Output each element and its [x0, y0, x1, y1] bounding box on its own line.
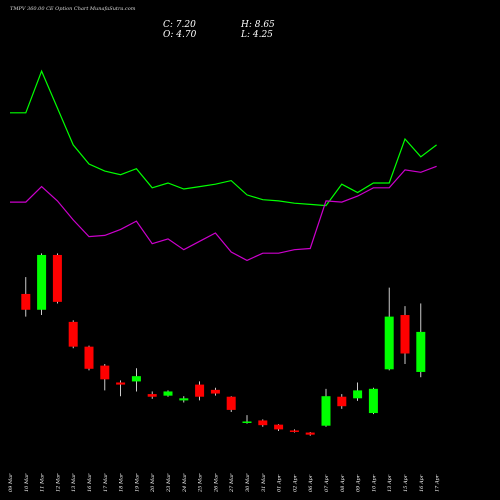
candle	[147, 391, 157, 399]
candle-body-up	[321, 396, 331, 426]
indicator-lines	[10, 69, 437, 262]
x-tick-label: 26 Mar	[213, 473, 219, 493]
candle	[368, 387, 378, 415]
x-tick-label: 11 Mar	[40, 473, 46, 492]
x-tick-label: 19 Mar	[134, 473, 140, 492]
candle	[384, 287, 394, 371]
x-tick-label: 01 Apr	[277, 474, 283, 492]
candle	[226, 396, 236, 413]
candle-body-up	[353, 390, 363, 399]
x-axis-ticks: 09 Mar 10 Mar 11 Mar 12 Mar 13 Mar 16 Mar 17 M…	[8, 473, 441, 493]
candle-body-down	[100, 365, 110, 380]
x-tick-label: 08 Apr	[340, 474, 346, 492]
candle-body-up	[37, 254, 47, 310]
candle	[131, 368, 141, 392]
candle	[242, 415, 252, 424]
candle-body-up	[131, 376, 141, 382]
chart-title: TMPV 360.00 CE Option Chart MunafaSutra.…	[10, 6, 136, 12]
x-tick-label: 17 Mar	[103, 473, 109, 492]
candle	[21, 277, 31, 317]
candle-body-up	[416, 331, 426, 372]
candle	[37, 253, 47, 316]
candle-body-down	[210, 389, 220, 394]
candle	[289, 429, 299, 433]
candle	[179, 396, 189, 403]
lower-band-line	[10, 165, 437, 262]
low-value: L: 4.25	[241, 30, 273, 40]
candle-body-down	[258, 420, 268, 426]
candle	[274, 424, 284, 431]
candle	[163, 390, 173, 397]
x-tick-label: 15 Apr	[403, 474, 409, 492]
candle-body-down	[52, 254, 62, 302]
candle-body-down	[21, 293, 31, 310]
candle	[416, 303, 426, 378]
candle	[305, 432, 315, 436]
candle	[116, 380, 126, 397]
candle	[321, 388, 331, 427]
candle-body-up	[368, 388, 378, 414]
candle-body-down	[147, 394, 157, 397]
candle	[100, 364, 110, 391]
close-value: C: 7.20	[163, 20, 196, 30]
candle-body-up	[179, 398, 189, 401]
candle-body-up	[384, 316, 394, 370]
x-tick-label: 09 Mar	[8, 473, 14, 492]
x-tick-label: 13 Apr	[387, 474, 393, 492]
candle-body-down	[195, 384, 205, 397]
candle-body-down	[84, 346, 94, 369]
x-tick-label: 20 Mar	[150, 473, 156, 493]
x-tick-label: 12 Mar	[55, 473, 61, 492]
x-tick-label: 16 Mar	[87, 473, 93, 492]
high-value: H: 8.65	[241, 20, 275, 30]
candle-body-down	[226, 396, 236, 410]
candle	[400, 306, 410, 365]
x-tick-label: 06 Apr	[308, 474, 314, 492]
x-tick-label: 17 Apr	[435, 474, 441, 492]
candle-body-down	[337, 396, 347, 407]
x-tick-label: 30 Mar	[245, 473, 251, 492]
candle-body-down	[305, 432, 315, 435]
x-tick-label: 07 Apr	[324, 474, 330, 492]
open-value: O: 4.70	[163, 30, 197, 40]
candle-body-down	[289, 430, 299, 432]
candle-body-up	[163, 391, 173, 396]
candle-body-down	[116, 382, 126, 385]
x-tick-label: 24 Mar	[182, 473, 188, 493]
candle	[52, 253, 62, 304]
x-tick-label: 25 Mar	[198, 473, 204, 493]
candle	[195, 381, 205, 401]
candle-body-down	[274, 424, 284, 430]
x-tick-label: 18 Mar	[119, 473, 125, 492]
candle-body-down	[400, 315, 410, 354]
candles	[21, 253, 426, 436]
x-tick-label: 16 Apr	[419, 474, 425, 492]
upper-band-line	[10, 69, 437, 207]
x-tick-label: 02 Apr	[292, 474, 298, 492]
candle	[337, 394, 347, 409]
x-tick-label: 10 Mar	[24, 473, 30, 492]
candle	[84, 345, 94, 371]
candle	[68, 320, 78, 349]
candle-body-up	[242, 421, 252, 423]
x-tick-label: 13 Mar	[71, 473, 77, 492]
x-tick-label: 23 Mar	[166, 473, 172, 493]
x-tick-label: 27 Mar	[229, 473, 235, 493]
candle-body-down	[68, 321, 78, 347]
candle	[353, 382, 363, 401]
candle	[258, 419, 268, 427]
x-tick-label: 10 Apr	[371, 474, 377, 492]
x-tick-label: 31 Mar	[261, 473, 267, 492]
x-tick-label: 09 Apr	[356, 474, 362, 492]
candle	[210, 387, 220, 396]
